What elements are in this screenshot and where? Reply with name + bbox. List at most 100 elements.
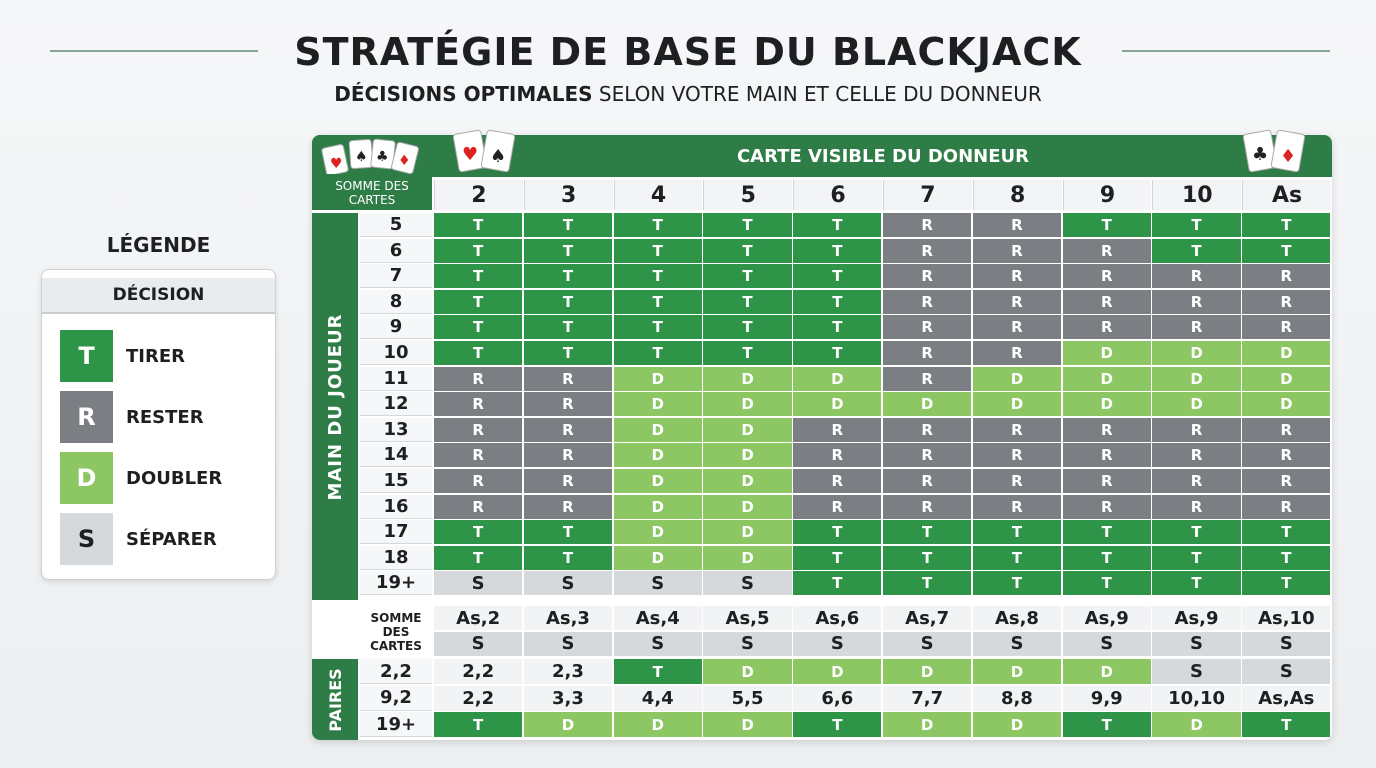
decision-cell: As,4 (613, 606, 702, 630)
decision-cell: T (523, 545, 613, 570)
decision-cell: R (1242, 469, 1331, 494)
svg-text:♥: ♥ (462, 144, 478, 165)
row-label: 12 (360, 392, 432, 417)
legend-swatch: D (60, 452, 113, 504)
decision-cell: D (972, 659, 1062, 684)
decision-cell: D (613, 545, 702, 570)
decision-cell: T (434, 341, 523, 366)
decision-cell: R (1242, 443, 1331, 468)
decision-cell: As,8 (972, 606, 1062, 630)
decision-cell: R (1062, 238, 1151, 263)
decision-cell: R (972, 264, 1062, 289)
decision-cell: D (793, 659, 882, 684)
decision-cell: R (793, 443, 882, 468)
legend-title: LÉGENDE (106, 233, 211, 257)
svg-text:♠: ♠ (355, 149, 368, 165)
decision-cell: 2,3 (523, 659, 613, 684)
decision-cell: S (1242, 659, 1331, 684)
title-rule (50, 50, 258, 52)
decision-cell: D (972, 392, 1062, 417)
decision-cell: R (523, 366, 613, 391)
decision-cell: D (1152, 392, 1241, 417)
decision-cell: T (434, 213, 523, 238)
row-label: 15 (360, 469, 432, 494)
decision-cell: T (883, 571, 972, 596)
decision-cell: T (613, 264, 702, 289)
decision-cell: D (613, 469, 702, 494)
decision-cell: As,10 (1242, 606, 1331, 630)
decision-cell: R (434, 366, 523, 391)
decision-cell: R (1062, 289, 1151, 314)
decision-cell: R (1242, 417, 1331, 442)
decision-cell: S (793, 631, 882, 656)
legend-swatch: S (60, 513, 113, 565)
decision-cell: T (883, 545, 972, 570)
decision-cell: As,3 (523, 606, 613, 630)
decision-cell: R (1152, 443, 1241, 468)
row-label: 8 (360, 289, 432, 314)
row-label: 19+ (360, 571, 432, 596)
decision-cell: D (613, 712, 702, 737)
svg-text:♣: ♣ (376, 149, 389, 165)
pairs-label: PAIRES (325, 668, 345, 732)
decision-cell: D (1062, 341, 1151, 366)
decision-cell: S (972, 631, 1062, 656)
decision-cell: 6,6 (793, 685, 882, 711)
decision-cell: T (523, 520, 613, 545)
row-label: 6 (360, 238, 432, 263)
decision-cell: D (703, 712, 792, 737)
decision-cell: R (1152, 469, 1241, 494)
decision-cell: R (1242, 315, 1331, 340)
decision-cell: T (793, 264, 882, 289)
decision-cell: R (883, 264, 972, 289)
decision-cell: R (1152, 315, 1241, 340)
decision-cell: R (883, 213, 972, 238)
decision-cell: D (883, 712, 972, 737)
decision-cell: T (1062, 545, 1151, 570)
decision-cell: T (883, 520, 972, 545)
decision-cell: T (434, 712, 523, 737)
player-band (312, 213, 358, 600)
decision-cell: S (1062, 631, 1151, 656)
decision-cell: R (972, 289, 1062, 314)
decision-cell: D (793, 366, 882, 391)
decision-cell: R (883, 366, 972, 391)
decision-cell: D (703, 469, 792, 494)
decision-cell: R (972, 443, 1062, 468)
decision-cell: R (972, 238, 1062, 263)
decision-cell: T (1062, 213, 1151, 238)
decision-cell: T (1062, 571, 1151, 596)
decision-cell: R (1062, 264, 1151, 289)
decision-cell: As,9 (1062, 606, 1151, 630)
decision-cell: R (793, 469, 882, 494)
svg-text:♠: ♠ (490, 146, 506, 167)
decision-cell: T (434, 520, 523, 545)
decision-cell: R (1062, 494, 1151, 519)
decision-cell: T (613, 213, 702, 238)
player-label: MAIN DU JOUEUR (324, 313, 346, 501)
decision-cell: S (523, 571, 613, 596)
decision-cell: R (523, 417, 613, 442)
decision-cell: T (1152, 213, 1241, 238)
svg-text:♦: ♦ (1280, 146, 1296, 167)
decision-cell: T (434, 315, 523, 340)
decision-cell: D (613, 443, 702, 468)
decision-cell: T (1242, 520, 1331, 545)
decision-cell: T (434, 289, 523, 314)
decision-cell: 3,3 (523, 685, 613, 711)
decision-cell: T (523, 341, 613, 366)
legend-label: RESTER (126, 406, 204, 428)
decision-cell: S (1242, 631, 1331, 656)
decision-cell: S (613, 571, 702, 596)
legend-swatch: R (60, 391, 113, 443)
decision-cell: 4,4 (613, 685, 702, 711)
decision-cell: R (883, 443, 972, 468)
row-label: 2,2 (360, 659, 432, 684)
column-header: 2 (434, 180, 523, 210)
decision-cell: R (1152, 264, 1241, 289)
decision-cell: T (434, 264, 523, 289)
decision-cell: T (1152, 571, 1241, 596)
decision-cell: S (613, 631, 702, 656)
decision-cell: T (703, 341, 792, 366)
